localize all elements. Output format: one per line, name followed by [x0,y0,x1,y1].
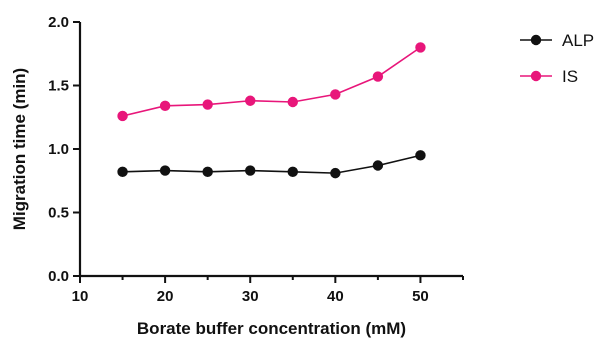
y-tick-label-4: 2.0 [48,14,69,31]
series-layer [117,42,426,179]
x-axis-ticks: 10 20 30 40 50 [72,276,464,305]
y-tick-label-2: 1.0 [48,141,69,158]
x-tick-label-3: 40 [327,288,344,305]
data-point-is-6 [372,71,384,82]
y-tick-label-3: 1.5 [48,78,69,95]
legend-marker-is [530,70,542,82]
data-point-alp-3 [245,165,256,176]
y-tick-label-1: 0.5 [48,205,69,222]
data-point-alp-1 [159,165,171,176]
legend-label-alp: ALP [562,31,594,50]
y-axis-title: Migration time (min) [10,68,29,230]
series-line-is [122,46,421,117]
axes-layer: 10 20 30 40 50 0.0 0.5 1.0 1.5 2.0 Borate buffer… [10,14,464,338]
data-point-is-0 [117,110,128,122]
data-point-is-2 [202,99,213,110]
data-point-is-7 [415,42,426,53]
legend-label-is: IS [562,67,578,86]
data-point-alp-5 [330,167,341,179]
x-tick-label-1: 20 [157,288,174,305]
y-tick-label-0: 0.0 [48,268,69,285]
data-point-is-4 [287,96,298,108]
data-point-is-1 [159,100,171,112]
series-alp [117,150,426,179]
data-point-alp-0 [117,166,128,178]
data-point-alp-7 [415,150,426,161]
x-axis-title: Borate buffer concentration (mM) [137,319,406,338]
x-tick-label-4: 50 [412,288,429,305]
series-line-alp [122,154,421,174]
legend-item-is: IS [520,67,578,86]
series-is [117,42,426,122]
y-axis-ticks: 0.0 0.5 1.0 1.5 2.0 [48,14,80,285]
data-point-alp-4 [287,166,298,178]
data-point-is-3 [245,95,256,106]
x-tick-label-2: 30 [242,288,259,305]
data-point-is-5 [330,89,341,100]
legend-item-alp: ALP [520,31,594,50]
data-point-alp-6 [372,160,384,171]
legend-marker-alp [530,34,542,46]
data-point-alp-2 [202,166,213,178]
x-tick-label-0: 10 [72,288,89,305]
legend: ALP IS [520,31,594,86]
